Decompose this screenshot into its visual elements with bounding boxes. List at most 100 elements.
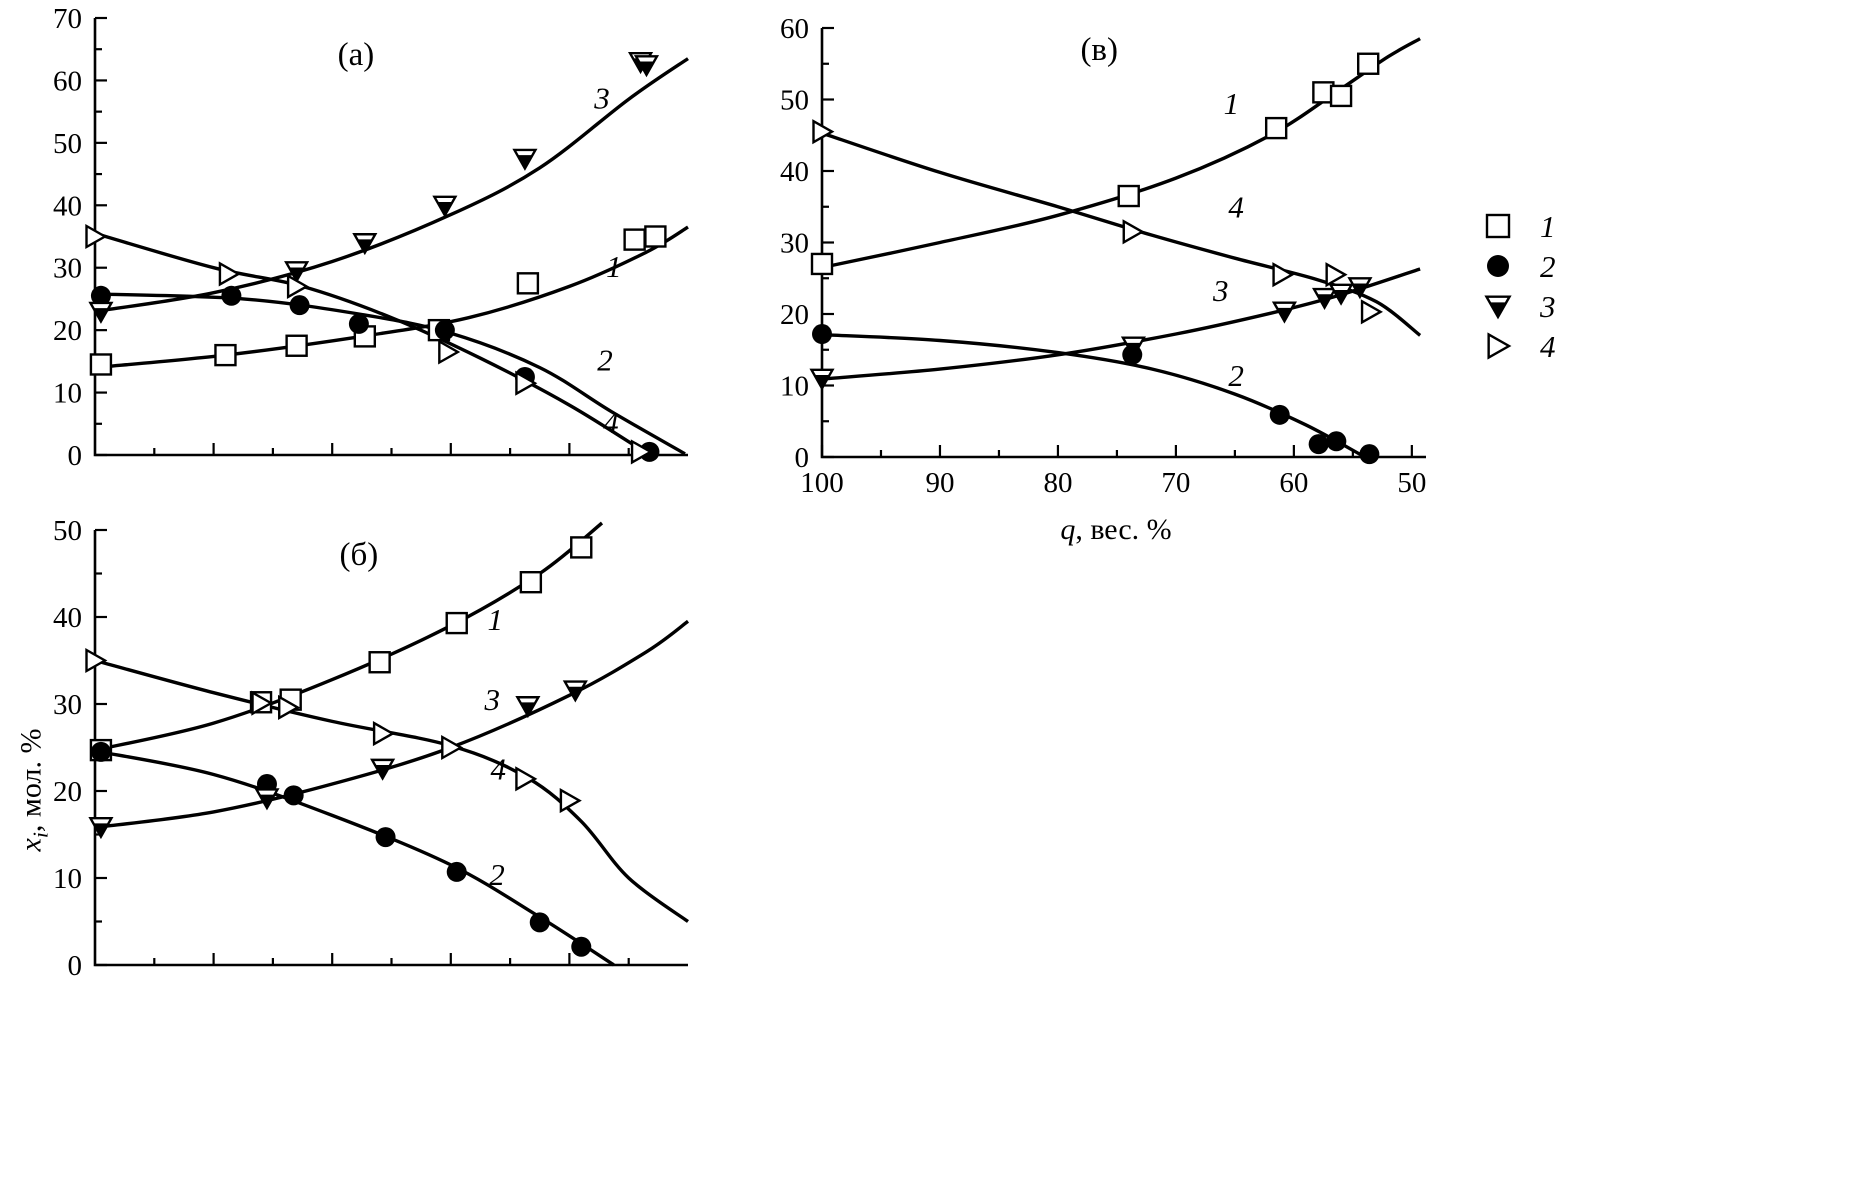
y-axis-label-subscript: i	[28, 832, 53, 839]
curve-label-2: 2	[489, 857, 505, 892]
legend-item-label: 3	[1540, 288, 1556, 324]
x-tick-label: 90	[925, 467, 954, 499]
legend-item-3: 3	[1478, 286, 1556, 326]
series-2-marker	[446, 861, 467, 882]
legend-item-label: 4	[1540, 328, 1556, 364]
series-4-marker	[1122, 219, 1145, 245]
series-1-marker	[810, 252, 834, 276]
series-3-marker-fill	[814, 375, 830, 389]
series-1-marker	[1356, 52, 1380, 75]
series-4-marker	[441, 734, 464, 761]
series-2-marker	[289, 295, 310, 316]
series-4-marker	[85, 647, 108, 674]
y-tick-label: 30	[53, 689, 82, 721]
panel-title: (б)	[339, 537, 378, 573]
curve-label-4: 4	[1228, 189, 1244, 224]
series-3-marker-fill	[517, 155, 533, 169]
series-2-marker	[283, 785, 304, 806]
series-4-marker	[278, 694, 301, 721]
y-tick-label: 50	[780, 85, 809, 117]
series-4-marker	[218, 261, 241, 287]
series-1-marker	[89, 353, 113, 376]
series-4-marker	[559, 788, 582, 814]
chart-svg-v: 0 10 20 30 40 50 60 50 60 70 80 90 100 1 4 3 2 (в) q, вес.…	[780, 13, 1426, 546]
series-1-marker	[214, 343, 237, 367]
series-4-marker	[1272, 262, 1295, 288]
series-3-marker-fill	[437, 201, 453, 216]
chart-panel-b: 0 10 20 30 40 50 1 3 4 2 (б)	[0, 505, 760, 1030]
circle-filled-glyph	[1487, 255, 1509, 277]
y-tick-label: 50	[53, 515, 82, 547]
series-3-marker-fill	[1125, 342, 1141, 357]
series-4-curve	[94, 231, 648, 455]
series-1-marker	[644, 225, 667, 248]
y-tick-label: 20	[780, 299, 809, 331]
square-open-glyph	[1485, 213, 1511, 239]
circle-filled-icon	[1487, 255, 1509, 277]
series-1-marker	[445, 611, 468, 635]
series-3-marker-fill	[289, 267, 305, 281]
y-tick-label: 50	[53, 128, 82, 160]
series-4-marker	[515, 766, 538, 792]
series-4-curve	[821, 131, 1422, 337]
series-3-marker-fill	[357, 239, 373, 253]
x-axis-title: q, вес. %	[1060, 513, 1171, 546]
y-tick-label: 0	[68, 440, 83, 472]
y-tick-label: 40	[780, 156, 809, 188]
series-3-marker-fill	[520, 702, 536, 716]
x-tick-label: 100	[800, 467, 844, 499]
y-tick-label: 30	[53, 253, 82, 285]
chart-panel-a: 0 10 20 30 40 50 60 70 3 1 2 4 (а)	[0, 0, 760, 510]
tri-right-open-icon	[1487, 332, 1512, 360]
series-1-marker	[368, 651, 391, 674]
y-tick-label: 10	[53, 863, 82, 895]
series-2-marker	[529, 912, 550, 933]
y-tick-label: 10	[780, 371, 809, 403]
series-4-marker	[812, 119, 835, 145]
series-3-marker-fill	[259, 794, 275, 808]
series-2-marker	[375, 827, 396, 848]
series-3-curve	[94, 619, 690, 830]
legend-item-4: 4	[1478, 326, 1556, 366]
series-1-marker	[623, 228, 646, 251]
x-tick-label: 80	[1043, 467, 1072, 499]
tri-down-half-glyph-fill	[1489, 302, 1507, 317]
legend-item-label: 2	[1540, 248, 1556, 284]
axes	[93, 530, 688, 967]
panel-title: (а)	[338, 37, 375, 73]
series-1-marker	[516, 272, 540, 295]
y-tick-label: 60	[53, 65, 82, 97]
series-4-marker	[630, 439, 653, 465]
series-3-curve	[94, 57, 689, 314]
y-tick-label: 10	[53, 378, 82, 410]
y-tick-label: 20	[53, 315, 82, 347]
curve-label-3: 3	[484, 682, 501, 717]
series-1-curve	[821, 37, 1421, 270]
series-1-marker	[1117, 184, 1140, 208]
series-1-marker	[519, 570, 543, 594]
curve-label-1: 1	[606, 249, 622, 284]
series-2-marker	[348, 313, 369, 334]
series-4-marker	[372, 721, 396, 747]
series-3-marker-fill	[1333, 289, 1349, 304]
series-1-marker	[285, 334, 308, 357]
series-3-marker-fill	[1276, 307, 1292, 322]
y-tick-label: 20	[53, 776, 82, 808]
series-3-marker-fill	[1352, 283, 1368, 297]
series-4-marker	[1360, 299, 1383, 325]
legend: 1 2 3 4	[1478, 206, 1556, 366]
series-1-marker	[1329, 84, 1353, 108]
series-3-marker-fill	[567, 686, 583, 701]
series-4-curve	[94, 658, 689, 923]
y-axis-label-variable: x	[14, 838, 48, 852]
series-2-marker	[221, 285, 242, 306]
series-4-marker	[515, 370, 538, 396]
y-tick-label: 70	[53, 3, 82, 35]
series-2-marker	[1269, 404, 1290, 425]
series-2-marker	[434, 320, 455, 341]
series-2-marker	[571, 936, 592, 957]
series-4-marker	[286, 273, 310, 300]
curve-label-4: 4	[490, 752, 506, 787]
x-tick-label: 50	[1397, 467, 1426, 499]
tri-right-open-glyph	[1487, 332, 1512, 360]
